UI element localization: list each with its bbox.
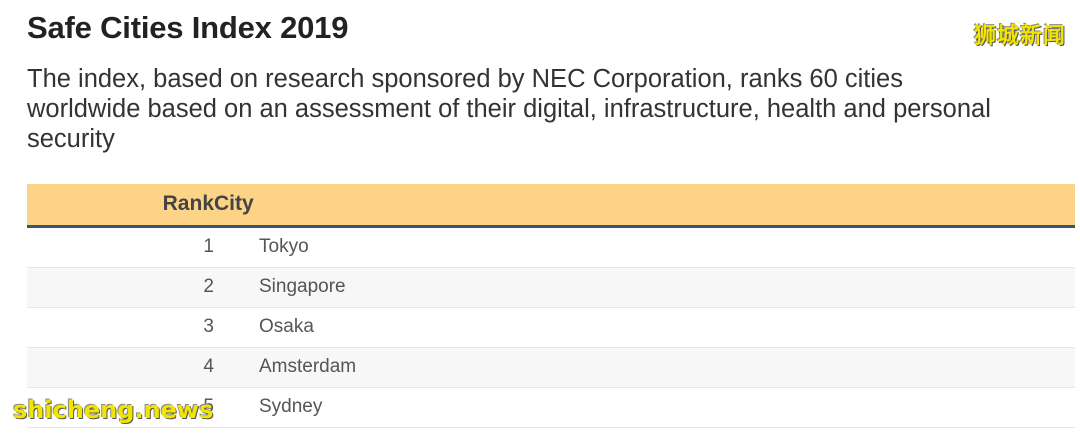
rank-cell: 1 [27,226,214,268]
column-header-rank: Rank [27,184,214,228]
table-row: 2 Singapore [27,267,1075,308]
chart-title: Safe Cities Index 2019 [27,10,349,45]
rank-cell: 3 [27,307,214,348]
table-row: 1 Tokyo [27,226,1075,268]
table-row: 4 Amsterdam [27,347,1075,388]
city-cell: Amsterdam [214,347,1075,388]
chart-subtitle: The index, based on research sponsored b… [27,65,991,153]
watermark-top-right: 狮城新闻 [973,24,1066,49]
ranking-table: Rank City 1 Tokyo 2 Singapore 3 Osaka 4 … [27,184,1075,428]
rank-cell: 2 [27,267,214,308]
rank-cell: 5 [27,387,214,428]
table-row: 3 Osaka [27,307,1075,348]
city-cell: Tokyo [214,226,1075,268]
city-cell: Singapore [214,267,1075,308]
rank-cell: 4 [27,347,214,388]
city-cell: Sydney [214,387,1075,428]
column-header-city: City [214,184,1075,228]
table-row: 5 Sydney [27,387,1075,428]
table-header-row: Rank City [27,184,1075,228]
city-cell: Osaka [214,307,1075,348]
watermark-bottom-left: shicheng.news [13,396,214,424]
